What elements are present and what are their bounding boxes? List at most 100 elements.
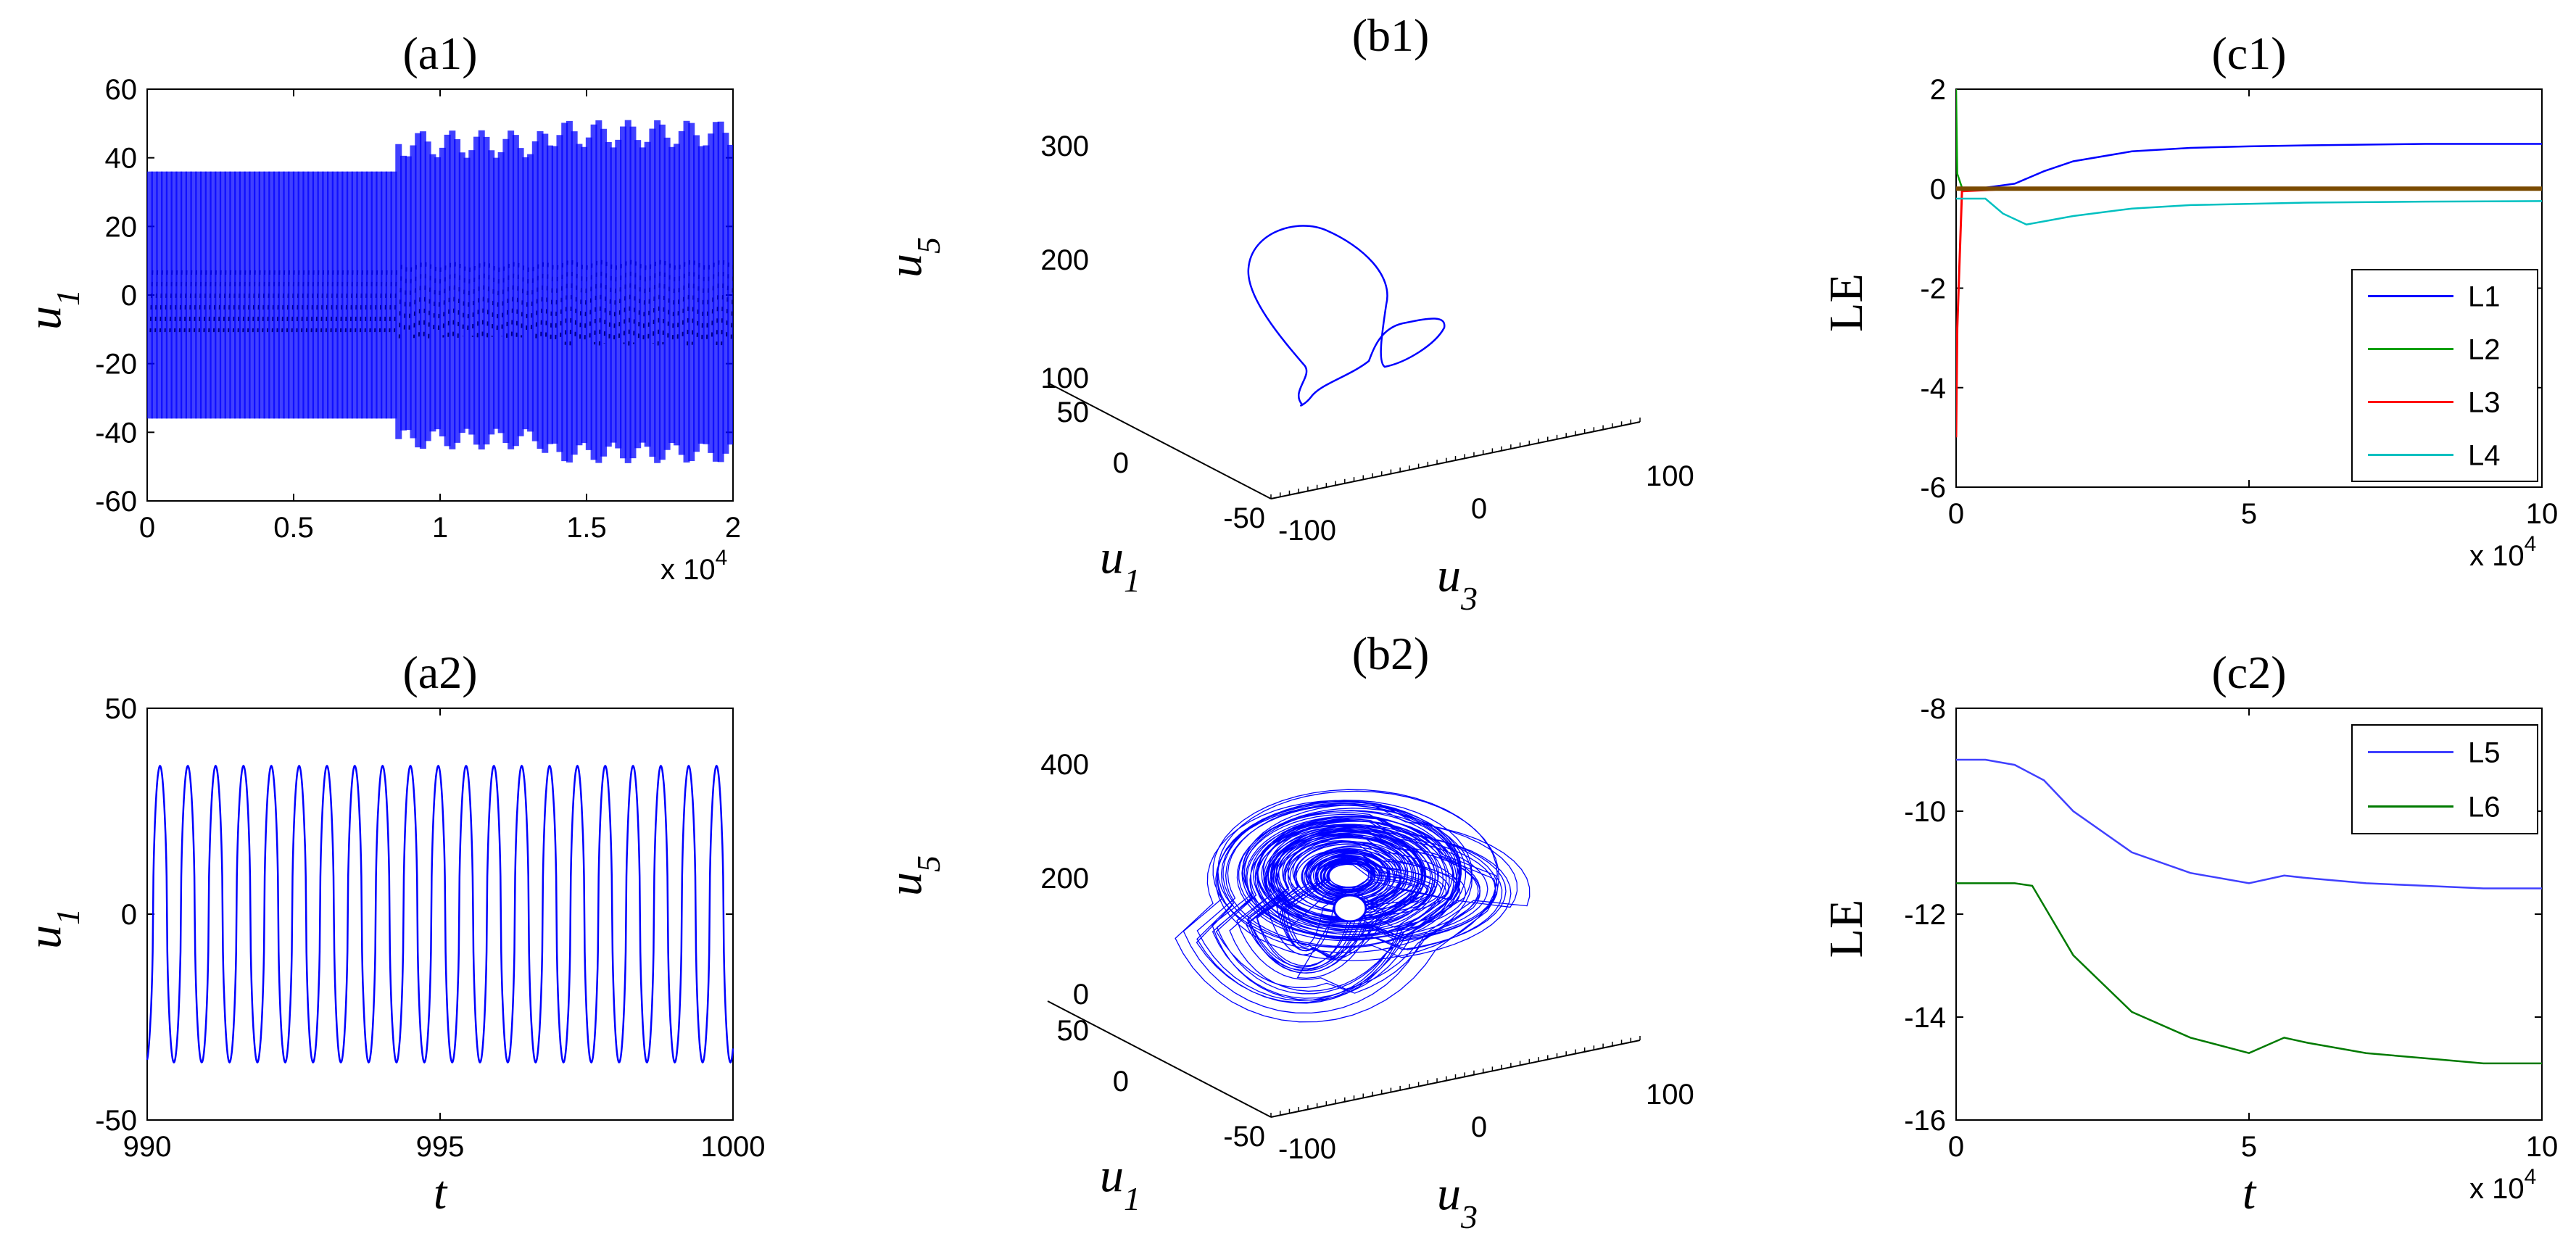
u1-tick-label: 50 [1057,1015,1090,1047]
series-L5 [1956,758,2542,889]
attractor [1175,789,1531,1023]
u1-axis-label: u1 [1100,531,1140,599]
u1-tick-label: 0 [1113,1066,1129,1098]
legend-label-L4: L4 [2468,440,2501,472]
y-tick-label: -40 [95,417,137,449]
svg-text:u5: u5 [879,855,947,896]
series-L4 [1956,197,2542,226]
y-tick-label: 60 [105,74,138,106]
x-exponent-label: x 104 [2469,532,2536,572]
x-tick-label: 10 [2526,1131,2559,1163]
panel-title: (a2) [402,647,477,698]
panel-a2: (a2) 990 995 1000 -50 0 50 t u1 [18,647,765,1219]
x-tick-label: 1 [432,512,448,544]
u3-tick-label: 100 [1646,460,1694,492]
y-tick-label: -50 [95,1105,137,1137]
panel-title: (b2) [1352,628,1430,679]
u5-axis-label: u5 [879,855,947,896]
svg-text:u5: u5 [879,237,947,278]
u3-tick-label: 0 [1471,1111,1487,1143]
y-tick-label: -10 [1904,796,1946,828]
svg-text:u3: u3 [1437,549,1478,617]
u1-axis-label: u1 [1100,1149,1140,1217]
y-tick-label: 20 [105,211,138,243]
svg-text:u3: u3 [1437,1167,1478,1235]
svg-text:u1: u1 [1100,1149,1140,1217]
panel-c2: (c2) 0 5 10 -16 -14 -12 -10 -8 x 104 t LE L5 L6 [1820,647,2558,1219]
y-axis-label: u1 [18,908,86,949]
legend-box [2351,724,2538,834]
u5-axis-label: u5 [879,237,947,278]
y-tick-label: -12 [1904,899,1946,931]
panel-title: (c1) [2211,28,2286,79]
y-tick-label: -60 [95,486,137,518]
x-tick-label: 0 [1948,498,1964,530]
panel-title: (a1) [402,28,477,79]
panel-c1: (c1) 0 5 10 -6 -4 -2 0 2 x 104 LE L1 L2 L3 L4 [1820,28,2558,572]
y-tick-label: -2 [1920,273,1946,305]
legend-label-L6: L6 [2468,792,2501,824]
x-tick-label: 1000 [701,1131,766,1163]
legend: L1 L2 L3 L4 [2351,269,2538,482]
x-tick-label: 10 [2526,498,2559,530]
y-tick-label: 50 [105,693,138,725]
u5-tick-label: 200 [1040,863,1089,895]
series-group [1956,89,2542,438]
y-tick-label: -6 [1920,472,1946,504]
svg-text:u1: u1 [1100,531,1140,599]
legend: L5 L6 [2351,724,2538,834]
u1-tick-label: -50 [1223,502,1265,534]
trajectory [1247,225,1446,407]
x-exponent-label: x 104 [660,546,727,586]
y-tick-label: -8 [1920,693,1946,725]
u5-tick-label: 200 [1040,244,1089,276]
y-tick-label: 0 [121,280,137,312]
u5-tick-label: 100 [1040,362,1089,394]
u1-axis [1047,1000,1272,1118]
x-tick-label: 0 [139,512,155,544]
legend-box [2351,269,2538,482]
x-tick-label: 0.5 [273,512,314,544]
x-tick-label: 1.5 [566,512,607,544]
legend-label-L5: L5 [2468,737,2501,769]
x-axis-label: t [434,1166,448,1219]
svg-text:u1: u1 [18,908,86,949]
u3-tick-label: 0 [1471,493,1487,525]
y-tick-label: 40 [105,143,138,175]
y-axis-label: LE [1820,900,1873,958]
legend-label-L3: L3 [2468,387,2501,419]
y-tick-label: 2 [1930,74,1946,106]
y-tick-label: 0 [121,899,137,931]
u3-tick-label: -100 [1278,1133,1336,1165]
panel-title: (c2) [2211,647,2286,698]
oscillation-trace [730,265,733,340]
y-tick-label: -16 [1904,1105,1946,1137]
legend-label-L2: L2 [2468,334,2501,366]
y-tick-label: -14 [1904,1002,1946,1034]
u1-tick-label: 50 [1057,397,1090,428]
panel-b2: (b2) -100 0 100 50 0 -50 0 200 400 u3 u1 u5 [879,628,1694,1235]
u5-tick-label: 400 [1040,749,1089,781]
u1-axis [1047,382,1272,499]
x-tick-label: 5 [2241,1131,2257,1163]
series-L1 [1956,143,2542,190]
y-axis-label: u1 [18,289,86,330]
u1-tick-label: 0 [1113,447,1129,479]
x-tick-label: 995 [416,1131,465,1163]
attractor-hole [1333,894,1367,923]
u3-tick-label: 100 [1646,1079,1694,1111]
x-tick-label: 2 [725,512,741,544]
x-tick-label: 5 [2241,498,2257,530]
u3-axis-label: u3 [1437,549,1478,617]
u3-tick-label: -100 [1278,515,1336,547]
y-tick-label: -4 [1920,373,1946,405]
series-u1 [146,764,734,1064]
y-tick-label: 0 [1930,173,1946,205]
u3-axis-label: u3 [1437,1167,1478,1235]
x-exponent-label: x 104 [2469,1165,2536,1205]
svg-text:u1: u1 [18,289,86,330]
u1-tick-label: -50 [1223,1121,1265,1153]
legend-label-L1: L1 [2468,281,2501,313]
